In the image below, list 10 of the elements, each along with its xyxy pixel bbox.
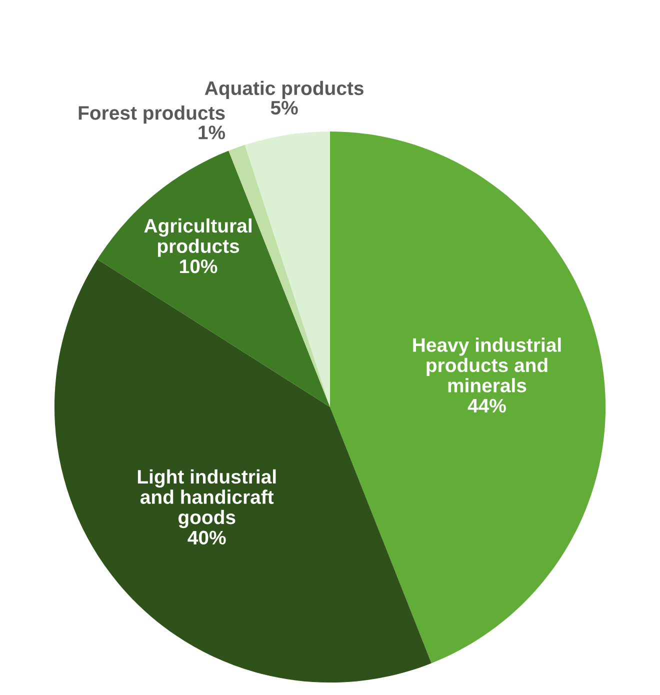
slice-label: Forest products: [78, 106, 225, 124]
data-label: 44%: [468, 398, 506, 413]
data-label: 5%: [270, 100, 298, 115]
data-label: 40%: [188, 530, 226, 545]
slice-label: Agricultural products: [144, 218, 252, 257]
slice-label: Light industrial and handicraft goods: [138, 469, 276, 528]
data-label: 1%: [198, 126, 226, 140]
data-label: 10%: [180, 259, 218, 274]
slice-label: Aquatic products: [204, 80, 364, 99]
slice-label: Heavy industrial products and minerals: [413, 338, 561, 392]
